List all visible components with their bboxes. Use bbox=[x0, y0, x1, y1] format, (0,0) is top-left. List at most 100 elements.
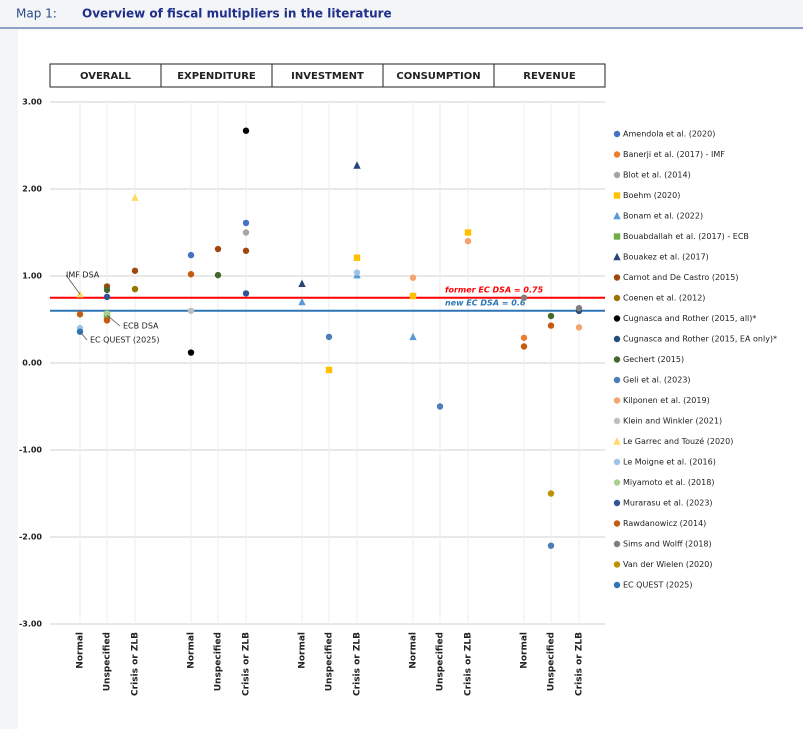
annotation-leader bbox=[65, 274, 81, 295]
point bbox=[547, 312, 555, 320]
point bbox=[520, 334, 528, 341]
point bbox=[575, 304, 583, 312]
point bbox=[187, 251, 195, 259]
x-tick-label: Crisis or ZLB bbox=[131, 632, 141, 696]
legend-label: Bouabdallah et al. (2017) - ECB bbox=[623, 232, 749, 241]
x-tick-label: Unspecified bbox=[103, 632, 113, 691]
reference-label: new EC DSA = 0.6 bbox=[445, 298, 526, 307]
x-tick-label: Unspecified bbox=[547, 632, 557, 691]
legend-marker bbox=[613, 376, 621, 384]
panel-header: EXPENDITURE bbox=[177, 71, 256, 82]
point bbox=[353, 254, 361, 261]
legend-label: Carnot and De Castro (2015) bbox=[623, 273, 738, 282]
point bbox=[575, 324, 583, 331]
point bbox=[242, 247, 250, 254]
legend-label: Cugnasca and Rother (2015, all)* bbox=[623, 314, 756, 323]
chart-label: Map 1: bbox=[16, 7, 57, 21]
legend-marker bbox=[613, 540, 621, 548]
point bbox=[464, 229, 472, 236]
legend-label: Coenen et al. (2012) bbox=[623, 294, 705, 303]
point bbox=[103, 317, 111, 324]
point bbox=[298, 279, 306, 288]
y-tick-label: -3.00 bbox=[19, 620, 42, 629]
point bbox=[187, 271, 195, 278]
legend-label: Rawdanowicz (2014) bbox=[623, 519, 706, 528]
legend-label: Sims and Wolff (2018) bbox=[623, 540, 712, 549]
chart-area bbox=[18, 30, 803, 729]
legend-marker bbox=[613, 458, 621, 466]
x-tick-label: Crisis or ZLB bbox=[353, 632, 363, 696]
legend-marker bbox=[613, 335, 621, 343]
y-tick-label: -1.00 bbox=[19, 446, 42, 455]
x-tick-label: Normal bbox=[187, 632, 197, 669]
point bbox=[103, 286, 111, 294]
point bbox=[547, 322, 555, 329]
point bbox=[242, 229, 250, 236]
annotation-leader bbox=[106, 314, 121, 327]
x-tick-label: Normal bbox=[520, 632, 530, 669]
point bbox=[187, 307, 195, 314]
legend-label: Cugnasca and Rother (2015, EA only)* bbox=[623, 335, 777, 344]
panel-header: CONSUMPTION bbox=[396, 71, 480, 82]
point bbox=[436, 403, 444, 410]
legend-label: Bonam et al. (2022) bbox=[623, 212, 703, 221]
legend-marker bbox=[613, 479, 621, 486]
legend-label: Amendola et al. (2020) bbox=[623, 130, 715, 139]
y-tick-label: 3.00 bbox=[22, 98, 42, 107]
reference-label: former EC DSA = 0.75 bbox=[445, 285, 544, 294]
y-tick-label: -2.00 bbox=[19, 533, 42, 542]
point bbox=[103, 310, 111, 317]
x-tick-label: Crisis or ZLB bbox=[242, 632, 252, 696]
point bbox=[242, 219, 250, 227]
legend-label: Murarasu et al. (2023) bbox=[623, 499, 713, 508]
x-tick-label: Unspecified bbox=[325, 632, 335, 691]
panel-header: REVENUE bbox=[523, 71, 576, 82]
legend-marker bbox=[613, 561, 621, 568]
legend-marker bbox=[613, 151, 621, 158]
legend-marker bbox=[613, 417, 621, 425]
legend-marker bbox=[613, 581, 621, 589]
legend-label: Kilponen et al. (2019) bbox=[623, 396, 710, 405]
legend-marker bbox=[613, 294, 621, 302]
point bbox=[298, 297, 306, 306]
y-tick-label: 0.00 bbox=[22, 359, 42, 368]
legend-label: Boehm (2020) bbox=[623, 191, 680, 200]
panel-header-box bbox=[49, 63, 606, 88]
panel-header: INVESTMENT bbox=[291, 71, 364, 82]
annotation: EC QUEST (2025) bbox=[90, 336, 160, 345]
legend-label: Van der Wielen (2020) bbox=[623, 560, 712, 569]
legend-label: Miyamoto et al. (2018) bbox=[623, 478, 714, 487]
point bbox=[409, 274, 417, 281]
point bbox=[187, 349, 195, 356]
point bbox=[520, 294, 528, 301]
legend-label: Banerji et al. (2017) - IMF bbox=[623, 150, 725, 159]
point bbox=[131, 285, 139, 293]
legend-marker bbox=[613, 233, 621, 240]
point bbox=[131, 267, 139, 274]
legend-marker bbox=[613, 397, 621, 404]
point bbox=[547, 490, 555, 497]
y-tick-label: 2.00 bbox=[22, 185, 42, 194]
x-tick-label: Crisis or ZLB bbox=[464, 632, 474, 696]
legend-marker bbox=[613, 274, 621, 281]
point bbox=[242, 127, 250, 134]
legend-marker bbox=[613, 499, 621, 507]
x-tick-label: Unspecified bbox=[214, 632, 224, 691]
point bbox=[242, 290, 250, 297]
legend-marker bbox=[613, 130, 621, 138]
legend-label: Klein and Winkler (2021) bbox=[623, 417, 722, 426]
annotation: IMF DSA bbox=[66, 271, 100, 280]
x-tick-label: Unspecified bbox=[436, 632, 446, 691]
legend-marker bbox=[613, 356, 621, 363]
x-tick-label: Normal bbox=[298, 632, 308, 669]
x-tick-label: Crisis or ZLB bbox=[575, 632, 585, 696]
point bbox=[353, 161, 361, 169]
legend-marker bbox=[613, 192, 621, 199]
legend-marker bbox=[613, 520, 621, 527]
point bbox=[409, 292, 417, 300]
x-tick-label: Normal bbox=[76, 632, 86, 669]
point bbox=[103, 293, 111, 301]
y-tick-label: 1.00 bbox=[22, 272, 42, 281]
legend-label: Blot et al. (2014) bbox=[623, 171, 691, 180]
